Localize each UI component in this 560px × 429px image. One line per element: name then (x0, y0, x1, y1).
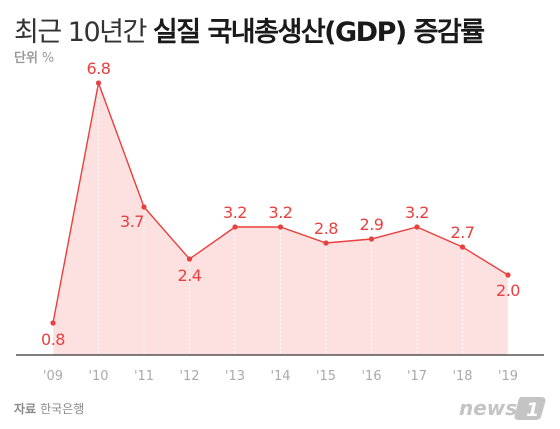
x-tick-label: '15 (316, 369, 336, 384)
x-tick-label: '10 (88, 369, 108, 384)
x-tick-label: '09 (43, 369, 63, 384)
x-tick-label: '11 (134, 369, 154, 384)
x-tick-label: '19 (498, 369, 518, 384)
logo-mark: 1 (526, 399, 539, 421)
unit-text: 단위 (14, 51, 38, 66)
x-tick-label: '12 (179, 369, 199, 384)
point-layer (50, 80, 511, 326)
data-label: 0.8 (41, 330, 65, 349)
data-point (277, 224, 284, 230)
title-part-1: 최근 10년간 (14, 17, 153, 48)
data-point (141, 204, 147, 210)
source-value: 한국은행 (40, 402, 85, 416)
area-fill (53, 83, 508, 355)
title-part-2: 실질 국내총생산(GDP) 증감률 (152, 17, 485, 48)
data-point (459, 244, 466, 250)
x-tick-label: '13 (225, 369, 245, 384)
source-label: 자료 (14, 402, 37, 416)
chart-title: 최근 10년간 실질 국내총생산(GDP) 증감률 (14, 10, 485, 49)
data-point (95, 80, 102, 86)
x-tick-label: '17 (407, 369, 427, 384)
data-label: 6.8 (87, 59, 111, 78)
unit-label: 단위% (14, 47, 54, 66)
data-label: 2.0 (496, 281, 520, 300)
data-label: 3.2 (223, 203, 247, 222)
data-label: 2.4 (178, 266, 202, 285)
data-point (505, 272, 511, 278)
data-point (323, 240, 329, 246)
data-label: 3.7 (120, 212, 144, 231)
axis-layer: '09 '10 '11 '12 '13 '14 '15 '16 '17 '18 '19 (16, 354, 544, 384)
data-label: 3.2 (269, 203, 293, 222)
source-note: 자료 한국은행 (14, 400, 84, 417)
x-tick-label: '16 (361, 369, 381, 384)
label-layer: 0.8 6.8 3.7 2.4 3.2 3.2 2.8 2.9 3.2 2.7 2.0 (41, 59, 521, 349)
data-point (368, 236, 375, 242)
data-label: 3.2 (405, 203, 429, 222)
unit-symbol: % (41, 51, 55, 66)
news1-logo: news 1 (459, 396, 546, 421)
data-point (186, 256, 193, 262)
guide-layer (52, 83, 509, 355)
x-tick-label: '18 (452, 369, 472, 384)
data-label: 2.7 (451, 223, 475, 242)
area-layer (53, 83, 508, 355)
data-point (50, 320, 56, 326)
data-label: 2.9 (360, 215, 384, 234)
x-tick-label: '14 (270, 369, 290, 384)
data-point (232, 224, 238, 230)
data-label: 2.8 (314, 219, 338, 238)
data-point (414, 224, 420, 230)
logo-text: news (459, 396, 517, 420)
